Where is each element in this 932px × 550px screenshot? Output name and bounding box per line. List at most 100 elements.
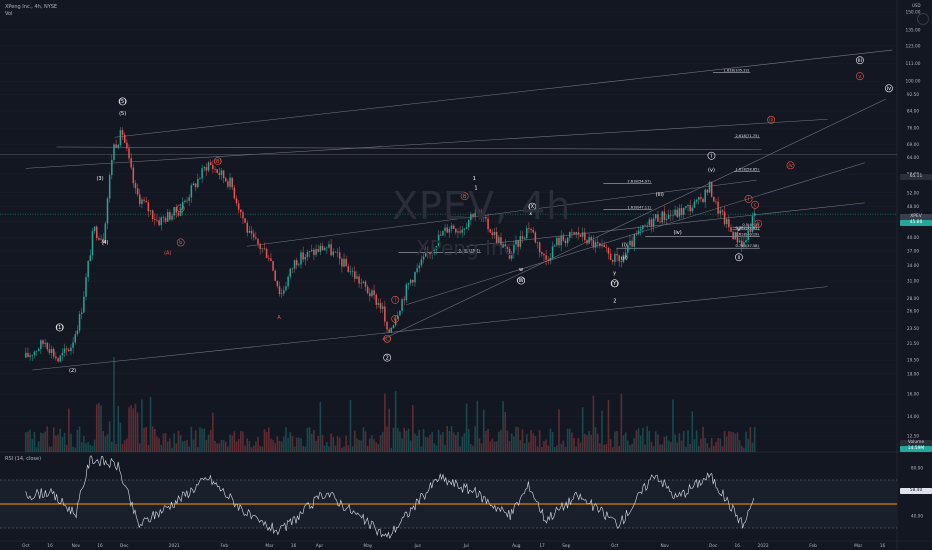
volume-bar — [298, 437, 300, 452]
price-tick-label: 92.50 — [907, 92, 920, 98]
candle-body — [214, 168, 216, 170]
volume-bar — [474, 426, 476, 452]
volume-bar — [237, 439, 240, 452]
candle-body — [364, 281, 367, 287]
candle-body — [435, 246, 438, 250]
wave-label: (iv) — [673, 230, 681, 236]
candle-body — [661, 211, 663, 223]
volume-bar — [691, 411, 694, 452]
volume-bar — [403, 427, 406, 452]
volume-bar — [601, 410, 603, 452]
volume-bar — [616, 431, 618, 452]
candle-body — [725, 219, 728, 225]
candle-body — [528, 228, 530, 229]
volume-bar — [27, 431, 29, 452]
volume-bar — [315, 440, 317, 452]
fib-level-label: 0.382(41.85) — [735, 226, 759, 230]
volume-bar — [52, 427, 55, 452]
candle-body — [639, 229, 642, 231]
volume-bar — [106, 434, 109, 452]
volume-bar — [362, 427, 365, 452]
candle-body — [80, 312, 83, 315]
wave-label: (ii) — [621, 255, 628, 261]
volume-bar — [207, 434, 210, 452]
volume-bar — [366, 445, 369, 452]
candle-body — [566, 237, 569, 244]
volume-bar — [336, 436, 339, 452]
volume-bar — [646, 426, 648, 452]
candle-body — [156, 219, 158, 221]
wave-label: i — [748, 196, 749, 202]
candle-body — [190, 185, 193, 198]
volume-bar — [532, 433, 535, 452]
candle-body — [599, 243, 601, 246]
volume-bar — [568, 428, 571, 452]
wave-label: ii — [757, 221, 760, 227]
candle-body — [513, 244, 515, 254]
candle-body — [693, 201, 696, 208]
volume-bar — [104, 436, 107, 452]
candle-body — [87, 261, 89, 278]
candle-body — [459, 231, 461, 233]
candle-body — [323, 248, 326, 251]
rsi-line — [25, 455, 755, 540]
volume-bar — [55, 435, 57, 452]
volume-bar — [259, 446, 261, 452]
wave-label: x — [529, 211, 532, 217]
volume-bar — [685, 446, 687, 452]
candle-body — [685, 206, 687, 208]
volume-bar — [80, 442, 83, 452]
trend-channel-line — [56, 146, 762, 150]
volume-bar — [399, 431, 401, 452]
candle-body — [745, 240, 747, 243]
volume-bar — [145, 427, 148, 452]
volume-bar — [710, 438, 713, 452]
volume-bar — [35, 447, 38, 452]
volume-bar — [248, 441, 251, 452]
volume-bar — [218, 443, 221, 452]
volume-bar — [317, 435, 320, 452]
volume-bar — [577, 437, 580, 452]
price-tick-label: 100.00 — [905, 79, 920, 85]
candle-body — [270, 258, 272, 262]
wave-label: (X) — [529, 204, 536, 210]
candle-body — [220, 170, 223, 175]
volume-bar — [521, 429, 524, 452]
rsi-tick-label: 40.00 — [911, 514, 924, 520]
candle-body — [55, 356, 57, 359]
candle-body — [674, 209, 676, 216]
candle-body — [450, 225, 453, 229]
candle-body — [104, 223, 107, 243]
candle-body — [121, 130, 124, 135]
candle-body — [442, 230, 444, 236]
fib-level-label: 2.618(71.75) — [735, 134, 759, 138]
symbol-header[interactable]: XPeng Inc., 4h, NYSE — [5, 4, 58, 10]
wave-label: 2 — [386, 355, 389, 361]
price-tick-label: 23.50 — [907, 326, 920, 332]
candle-body — [642, 225, 644, 230]
candle-body — [173, 207, 175, 216]
candle-body — [547, 259, 550, 261]
candle-body — [586, 240, 588, 244]
candle-body — [541, 252, 543, 255]
volume-bar — [119, 422, 122, 452]
candle-body — [607, 247, 610, 254]
candle-body — [713, 196, 715, 202]
volume-bar — [534, 435, 537, 452]
candle-body — [605, 247, 608, 248]
volume-bar — [541, 446, 543, 452]
wave-label-circle — [383, 353, 392, 362]
candle-body — [115, 144, 117, 148]
candle-body — [366, 286, 369, 294]
candle-body — [362, 281, 365, 283]
volume-bar — [517, 427, 519, 452]
volume-label[interactable]: Vol — [5, 11, 13, 17]
candle-body — [412, 279, 414, 283]
candle-body — [306, 251, 309, 257]
rsi-label[interactable]: RSI (14, close) — [5, 456, 42, 462]
volume-bar — [287, 437, 289, 452]
candle-body — [715, 201, 717, 203]
time-axis-label: Aug — [512, 543, 521, 549]
settings-icon[interactable] — [917, 13, 929, 25]
